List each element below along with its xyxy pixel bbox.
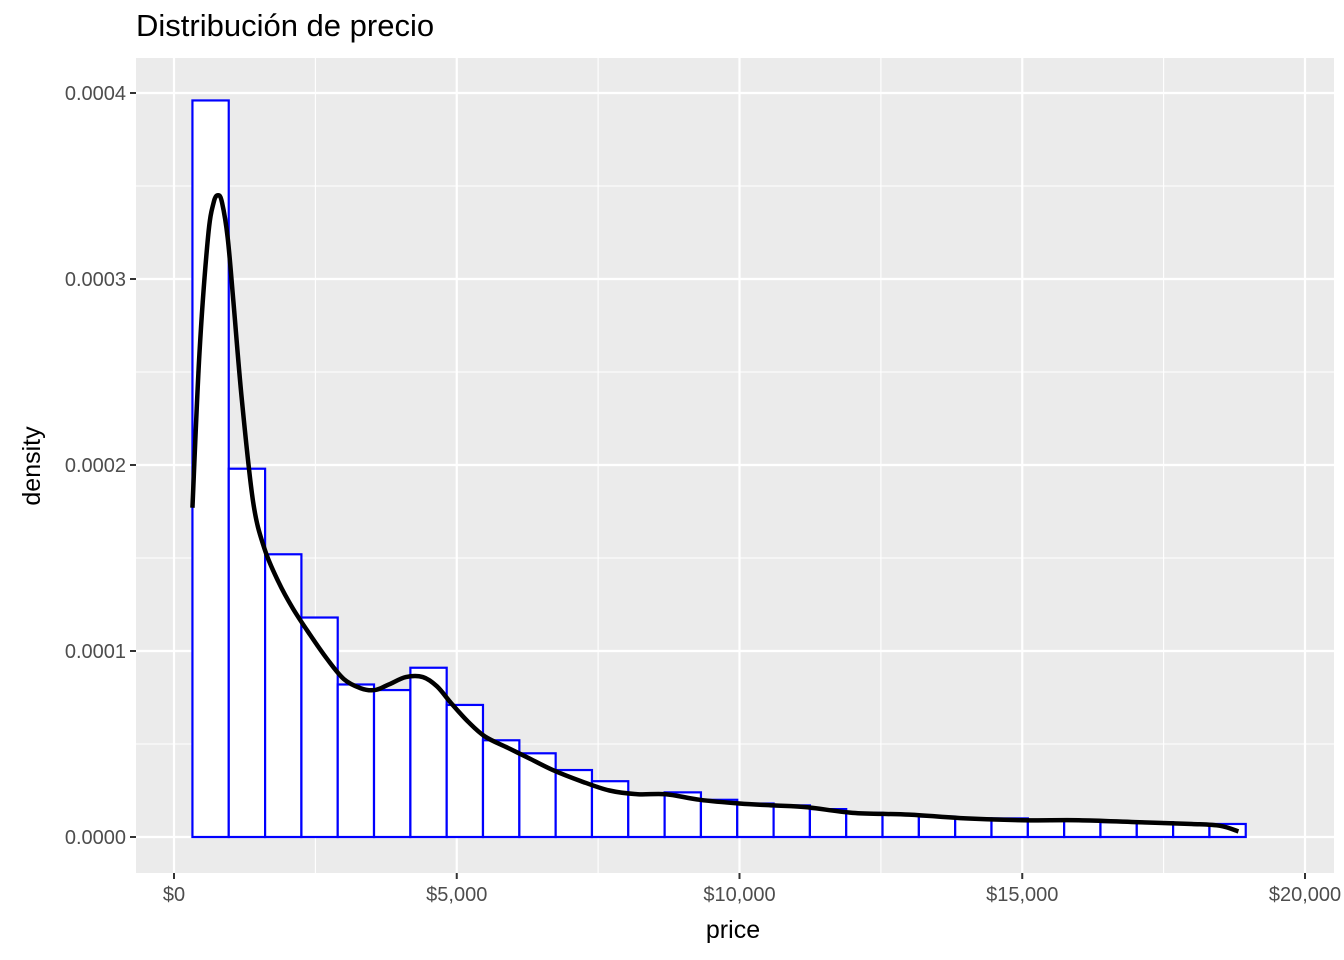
y-tick-label: 0.0001 — [65, 641, 126, 663]
x-axis-title: price — [706, 916, 760, 944]
histogram-bar — [264, 553, 303, 839]
histogram-bar — [772, 804, 812, 839]
y-tick-label: 0.0000 — [65, 827, 126, 849]
x-axis-ticks: $0 $5,000 $10,000 $15,000 $20,000 — [163, 873, 1341, 906]
histogram-bar — [372, 688, 412, 839]
density-curve — [190, 193, 1240, 834]
x-tick-label: $15,000 — [986, 884, 1058, 906]
histogram-bar — [736, 802, 775, 839]
x-tick-label: $5,000 — [426, 884, 487, 906]
x-tick-label: $0 — [163, 884, 185, 906]
chart-title: Distribución de precio — [136, 8, 435, 43]
histogram-bar — [518, 752, 557, 839]
histogram-bar — [336, 683, 376, 839]
histogram-bar — [300, 616, 339, 839]
histogram-bar — [845, 811, 884, 839]
histogram-bar — [627, 793, 666, 839]
y-tick-label: 0.0003 — [65, 269, 126, 291]
histogram-bar — [881, 813, 920, 839]
y-axis-title: density — [18, 426, 46, 506]
histogram-bar — [1099, 821, 1138, 839]
y-tick-label: 0.0002 — [65, 455, 126, 477]
y-tick-label: 0.0004 — [65, 83, 126, 105]
histogram-bar — [1026, 819, 1066, 839]
histogram-bar — [481, 739, 521, 839]
x-tick-label: $10,000 — [703, 884, 775, 906]
x-tick-label: $20,000 — [1269, 884, 1341, 906]
histogram-bar — [699, 798, 739, 839]
y-axis-ticks: 0.0000 0.0001 0.0002 0.0003 0.0004 — [65, 83, 136, 849]
histogram-bar — [445, 703, 485, 839]
